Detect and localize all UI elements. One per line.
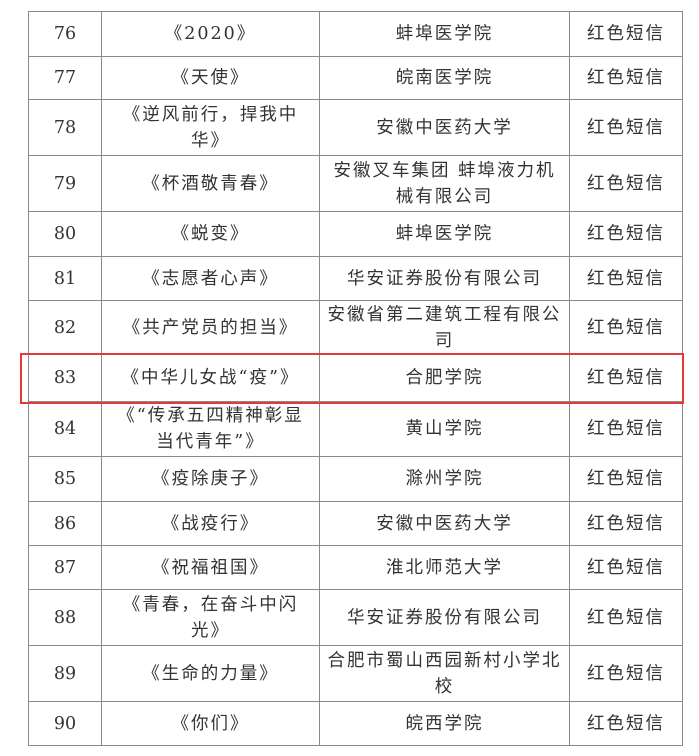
table-row: 90 《你们》 皖西学院 红色短信 (28, 701, 683, 746)
entry-organization: 黄山学院 (319, 401, 570, 457)
entry-title: 《疫除庚子》 (101, 456, 320, 502)
entry-organization: 滁州学院 (319, 456, 570, 502)
entry-type: 红色短信 (569, 155, 683, 212)
row-number: 81 (28, 256, 102, 301)
row-number: 83 (28, 354, 102, 402)
entry-title: 《天使》 (101, 56, 320, 100)
entry-title: 《战疫行》 (101, 501, 320, 546)
entry-type: 红色短信 (569, 545, 683, 590)
row-number: 77 (28, 56, 102, 100)
row-number: 78 (28, 99, 102, 156)
entry-organization: 安徽中医药大学 (319, 501, 570, 546)
row-number: 84 (28, 401, 102, 457)
entry-type: 红色短信 (569, 701, 683, 746)
entry-organization: 皖南医学院 (319, 56, 570, 100)
entry-type: 红色短信 (569, 501, 683, 546)
entry-title: 《共产党员的担当》 (101, 300, 320, 355)
table-row: 81 《志愿者心声》 华安证券股份有限公司 红色短信 (28, 256, 683, 301)
entry-type: 红色短信 (569, 11, 683, 57)
entry-organization: 安徽叉车集团 蚌埠液力机械有限公司 (319, 155, 570, 212)
row-number: 80 (28, 211, 102, 257)
table-row: 79 《杯酒敬青春》 安徽叉车集团 蚌埠液力机械有限公司 红色短信 (28, 155, 683, 212)
entry-organization: 安徽中医药大学 (319, 99, 570, 156)
row-number: 79 (28, 155, 102, 212)
entry-organization: 皖西学院 (319, 701, 570, 746)
table-row: 80 《蜕变》 蚌埠医学院 红色短信 (28, 211, 683, 257)
entry-type: 红色短信 (569, 300, 683, 355)
row-number: 85 (28, 456, 102, 502)
entry-title: 《你们》 (101, 701, 320, 746)
row-number: 86 (28, 501, 102, 546)
entry-title: 《志愿者心声》 (101, 256, 320, 301)
row-number: 89 (28, 645, 102, 702)
entry-title: 《杯酒敬青春》 (101, 155, 320, 212)
row-number: 90 (28, 701, 102, 746)
table-row: 85 《疫除庚子》 滁州学院 红色短信 (28, 456, 683, 502)
entry-type: 红色短信 (569, 211, 683, 257)
entry-type: 红色短信 (569, 99, 683, 156)
table-row: 84 《“传承五四精神彰显当代青年”》 黄山学院 红色短信 (28, 401, 683, 457)
entry-organization: 淮北师范大学 (319, 545, 570, 590)
row-number: 88 (28, 589, 102, 646)
table-row: 86 《战疫行》 安徽中医药大学 红色短信 (28, 501, 683, 546)
entry-organization: 华安证券股份有限公司 (319, 256, 570, 301)
row-number: 82 (28, 300, 102, 355)
entry-title: 《生命的力量》 (101, 645, 320, 702)
entry-type: 红色短信 (569, 401, 683, 457)
entry-type: 红色短信 (569, 456, 683, 502)
entry-organization: 合肥学院 (319, 354, 570, 402)
entry-organization: 蚌埠医学院 (319, 211, 570, 257)
table-row: 83 《中华儿女战“疫”》 合肥学院 红色短信 (28, 354, 683, 402)
entries-table: 76 《2020》 蚌埠医学院 红色短信 77 《天使》 皖南医学院 红色短信 78 《逆风前行，… (28, 11, 683, 746)
entry-type: 红色短信 (569, 589, 683, 646)
table-row: 87 《祝福祖国》 淮北师范大学 红色短信 (28, 545, 683, 590)
table-row: 88 《青春，在奋斗中闪光》 华安证券股份有限公司 红色短信 (28, 589, 683, 646)
entry-title: 《蜕变》 (101, 211, 320, 257)
entry-organization: 华安证券股份有限公司 (319, 589, 570, 646)
table-row: 77 《天使》 皖南医学院 红色短信 (28, 56, 683, 100)
entry-title: 《“传承五四精神彰显当代青年”》 (101, 401, 320, 457)
table-row: 78 《逆风前行，捍我中华》 安徽中医药大学 红色短信 (28, 99, 683, 156)
entry-title: 《逆风前行，捍我中华》 (101, 99, 320, 156)
entry-title: 《2020》 (101, 11, 320, 57)
entry-type: 红色短信 (569, 354, 683, 402)
entry-title: 《祝福祖国》 (101, 545, 320, 590)
entry-title: 《青春，在奋斗中闪光》 (101, 589, 320, 646)
entry-type: 红色短信 (569, 256, 683, 301)
table-row: 82 《共产党员的担当》 安徽省第二建筑工程有限公司 红色短信 (28, 300, 683, 355)
row-number: 87 (28, 545, 102, 590)
entry-title: 《中华儿女战“疫”》 (101, 354, 320, 402)
entry-organization: 合肥市蜀山西园新村小学北校 (319, 645, 570, 702)
table-row: 76 《2020》 蚌埠医学院 红色短信 (28, 11, 683, 57)
row-number: 76 (28, 11, 102, 57)
entry-type: 红色短信 (569, 645, 683, 702)
table-row: 89 《生命的力量》 合肥市蜀山西园新村小学北校 红色短信 (28, 645, 683, 702)
entry-organization: 安徽省第二建筑工程有限公司 (319, 300, 570, 355)
entry-organization: 蚌埠医学院 (319, 11, 570, 57)
entry-type: 红色短信 (569, 56, 683, 100)
